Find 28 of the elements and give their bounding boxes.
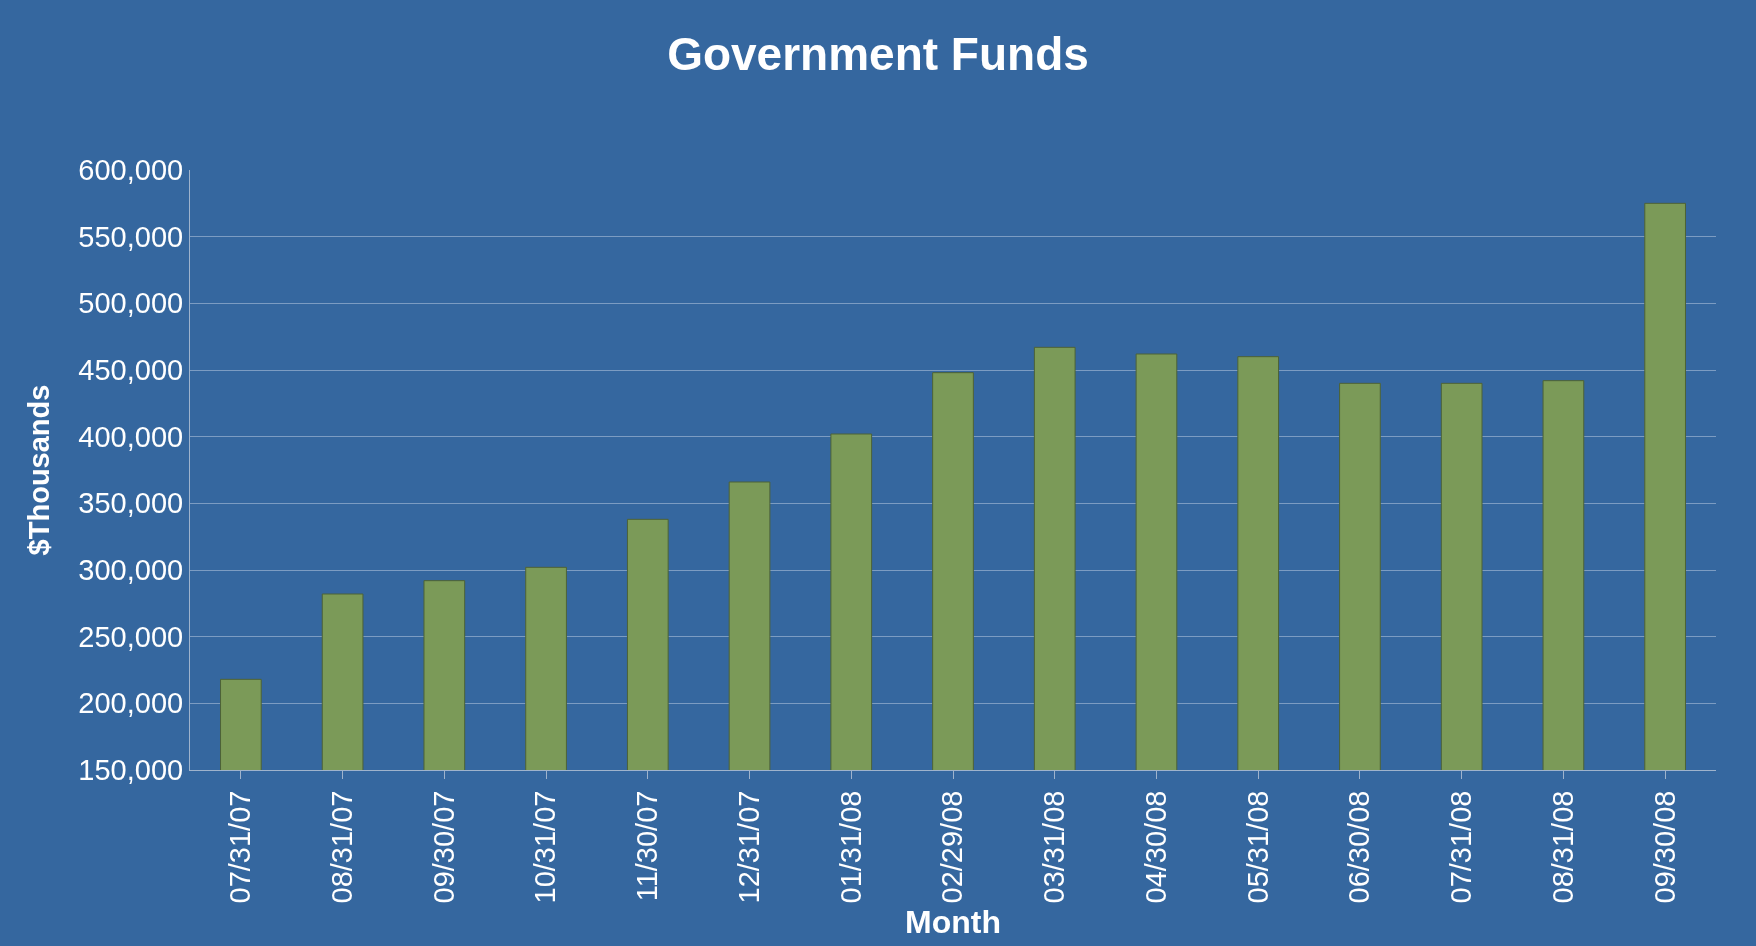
x-tick-label: 01/31/08 <box>834 790 867 904</box>
y-tick-label: 250,000 <box>78 620 184 653</box>
x-tick-label: 07/31/08 <box>1445 790 1478 904</box>
y-tick-label: 400,000 <box>78 420 184 453</box>
x-axis-title: Month <box>905 904 1001 941</box>
x-tick-label: 04/30/08 <box>1139 790 1172 904</box>
x-tick-label: 12/31/07 <box>732 790 765 904</box>
y-tick-label: 200,000 <box>78 687 184 720</box>
x-tick-label: 09/30/07 <box>427 790 460 904</box>
x-tick-label: 11/30/07 <box>631 790 664 902</box>
x-tick-label: 05/31/08 <box>1241 790 1274 904</box>
y-tick-label: 550,000 <box>78 220 184 253</box>
chart-title: Government Funds <box>667 28 1089 81</box>
y-axis-title: $Thousands <box>22 384 55 556</box>
y-tick-label: 150,000 <box>78 754 184 787</box>
x-tick-label: 08/31/07 <box>326 790 359 904</box>
y-tick-label: 600,000 <box>78 154 184 187</box>
x-tick-label: 08/31/08 <box>1546 790 1579 904</box>
x-tick-label: 02/29/08 <box>936 790 969 904</box>
y-tick-label: 450,000 <box>78 354 184 387</box>
x-tick-label: 06/30/08 <box>1343 790 1376 904</box>
y-tick-label: 300,000 <box>78 554 184 587</box>
y-tick-label: 350,000 <box>78 487 184 520</box>
x-tick-label: 10/31/07 <box>529 790 562 904</box>
x-tick-label: 03/31/08 <box>1038 790 1071 904</box>
x-tick-label: 07/31/07 <box>224 790 257 904</box>
x-tick-label: 09/30/08 <box>1648 790 1681 904</box>
y-tick-label: 500,000 <box>78 287 184 320</box>
